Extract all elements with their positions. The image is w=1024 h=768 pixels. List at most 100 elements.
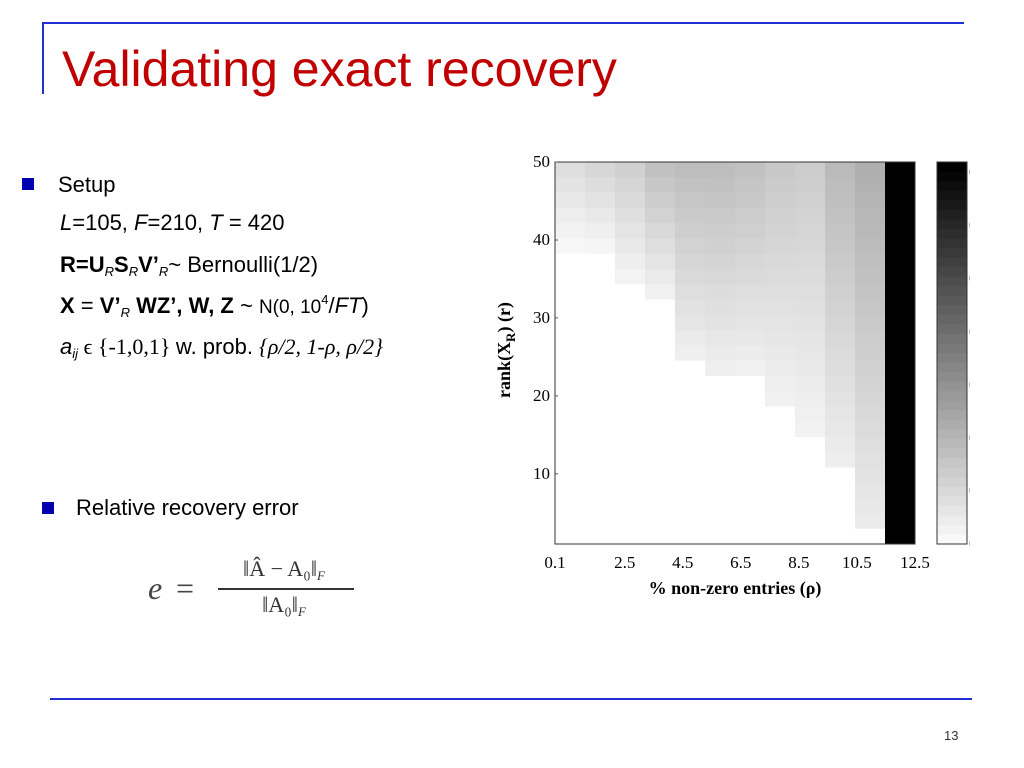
heatmap-cell bbox=[765, 207, 796, 224]
heatmap-cell bbox=[765, 391, 796, 407]
heatmap-cell bbox=[795, 391, 826, 407]
heatmap-cell bbox=[675, 437, 706, 453]
heatmap-cell bbox=[855, 360, 886, 377]
heatmap-cell bbox=[555, 452, 586, 469]
heatmap-cell bbox=[885, 268, 916, 285]
heatmap-cell bbox=[585, 253, 616, 270]
heatmap-cell bbox=[735, 360, 766, 377]
heatmap-cell bbox=[735, 192, 766, 209]
heatmap-cell bbox=[855, 437, 886, 453]
formula-numerator: ‖Â − A₀‖F bbox=[243, 556, 325, 583]
heatmap-cell bbox=[615, 406, 646, 423]
heatmap-cell bbox=[705, 268, 736, 285]
heatmap-cell bbox=[855, 498, 886, 514]
x-tick-labels: 0.1 2.5 4.5 6.5 8.5 10.5 12.5 bbox=[544, 553, 930, 572]
heatmap-cell bbox=[795, 253, 826, 270]
heatmap-cell bbox=[885, 421, 916, 438]
heatmap-cell bbox=[825, 406, 856, 423]
heatmap-cell bbox=[645, 360, 676, 377]
colorbar-step bbox=[937, 200, 967, 211]
heatmap-cell bbox=[675, 421, 706, 438]
colorbar-tick-labels: 0.7 0.6 0.5 0.4 0.3 0.2 0.1 0 bbox=[969, 163, 970, 553]
heatmap-cell bbox=[675, 375, 706, 392]
heatmap-cell bbox=[705, 452, 736, 469]
x-tick-label: 0.1 bbox=[544, 553, 565, 572]
heatmap-cell bbox=[825, 330, 856, 346]
heatmap-cell bbox=[705, 284, 736, 301]
heatmap-cell bbox=[825, 192, 856, 209]
heatmap-cell bbox=[585, 482, 616, 499]
heatmap-cell bbox=[705, 162, 736, 178]
heatmap-cell bbox=[885, 452, 916, 469]
heatmap-cell bbox=[795, 238, 826, 255]
heatmap-cell bbox=[705, 238, 736, 255]
heatmap-cell bbox=[615, 437, 646, 453]
heatmap-cell bbox=[645, 498, 676, 514]
heatmap-cell bbox=[735, 284, 766, 301]
heatmap-cell bbox=[705, 437, 736, 453]
colorbar-step bbox=[937, 171, 967, 182]
heatmap-cell bbox=[675, 253, 706, 270]
heatmap-cell bbox=[705, 360, 736, 377]
heatmap-cells bbox=[555, 162, 916, 545]
heatmap-cell bbox=[885, 406, 916, 423]
colorbar-step bbox=[937, 486, 967, 497]
heatmap-cell bbox=[585, 375, 616, 392]
formula-lhs: e bbox=[148, 570, 163, 606]
colorbar-step bbox=[937, 247, 967, 258]
colorbar-tick-label: 0 bbox=[969, 534, 970, 553]
heatmap-cell bbox=[825, 177, 856, 194]
heatmap-cell bbox=[885, 391, 916, 407]
colorbar-step bbox=[937, 429, 967, 440]
heatmap-cell bbox=[555, 528, 586, 545]
heatmap-cell bbox=[825, 268, 856, 285]
heatmap-cell bbox=[555, 253, 586, 270]
heatmap-cell bbox=[585, 284, 616, 301]
colorbar-frame bbox=[936, 161, 968, 545]
heatmap-cell bbox=[795, 314, 826, 331]
heatmap-cell bbox=[735, 513, 766, 530]
heatmap-cell bbox=[735, 177, 766, 194]
heatmap-cell bbox=[765, 268, 796, 285]
formula-denominator: ‖A₀‖F bbox=[262, 592, 306, 619]
x-tick-label: 2.5 bbox=[614, 553, 635, 572]
heatmap-cell bbox=[555, 406, 586, 423]
heatmap-cell bbox=[585, 314, 616, 331]
heatmap-cell bbox=[585, 345, 616, 362]
colorbar-tick-label: 0.3 bbox=[969, 375, 970, 394]
heatmap-cell bbox=[585, 437, 616, 453]
heatmap-cell bbox=[645, 223, 676, 239]
heatmap-cell bbox=[615, 238, 646, 255]
heatmap-cell bbox=[825, 375, 856, 392]
colorbar-step bbox=[937, 353, 967, 364]
heatmap-cell bbox=[705, 253, 736, 270]
heatmap-cell bbox=[555, 437, 586, 453]
heatmap-cell bbox=[765, 330, 796, 346]
heatmap-cell bbox=[855, 482, 886, 499]
heatmap-cell bbox=[555, 498, 586, 514]
heatmap-cell bbox=[705, 223, 736, 239]
heatmap-cell bbox=[555, 192, 586, 209]
heatmap-cell bbox=[585, 421, 616, 438]
heatmap-cell bbox=[555, 284, 586, 301]
heatmap-cell bbox=[675, 360, 706, 377]
heatmap-cell bbox=[855, 467, 886, 484]
heatmap-cell bbox=[555, 360, 586, 377]
heatmap-cell bbox=[585, 467, 616, 484]
y-axis-label: rank(XR) (r) bbox=[494, 302, 518, 398]
heatmap-cell bbox=[735, 498, 766, 514]
heatmap-cell bbox=[705, 375, 736, 392]
heatmap-cell bbox=[795, 437, 826, 453]
heatmap-cell bbox=[555, 421, 586, 438]
heatmap-cell bbox=[675, 330, 706, 346]
heatmap-cell bbox=[675, 513, 706, 530]
heatmap-cell bbox=[735, 268, 766, 285]
heatmap-cell bbox=[615, 207, 646, 224]
colorbar-step bbox=[937, 438, 967, 449]
page-number: 13 bbox=[944, 728, 959, 743]
heatmap-cell bbox=[825, 528, 856, 545]
heatmap-cell bbox=[855, 375, 886, 392]
heatmap-cell bbox=[615, 528, 646, 545]
heatmap-cell bbox=[615, 360, 646, 377]
heatmap-cell bbox=[825, 253, 856, 270]
